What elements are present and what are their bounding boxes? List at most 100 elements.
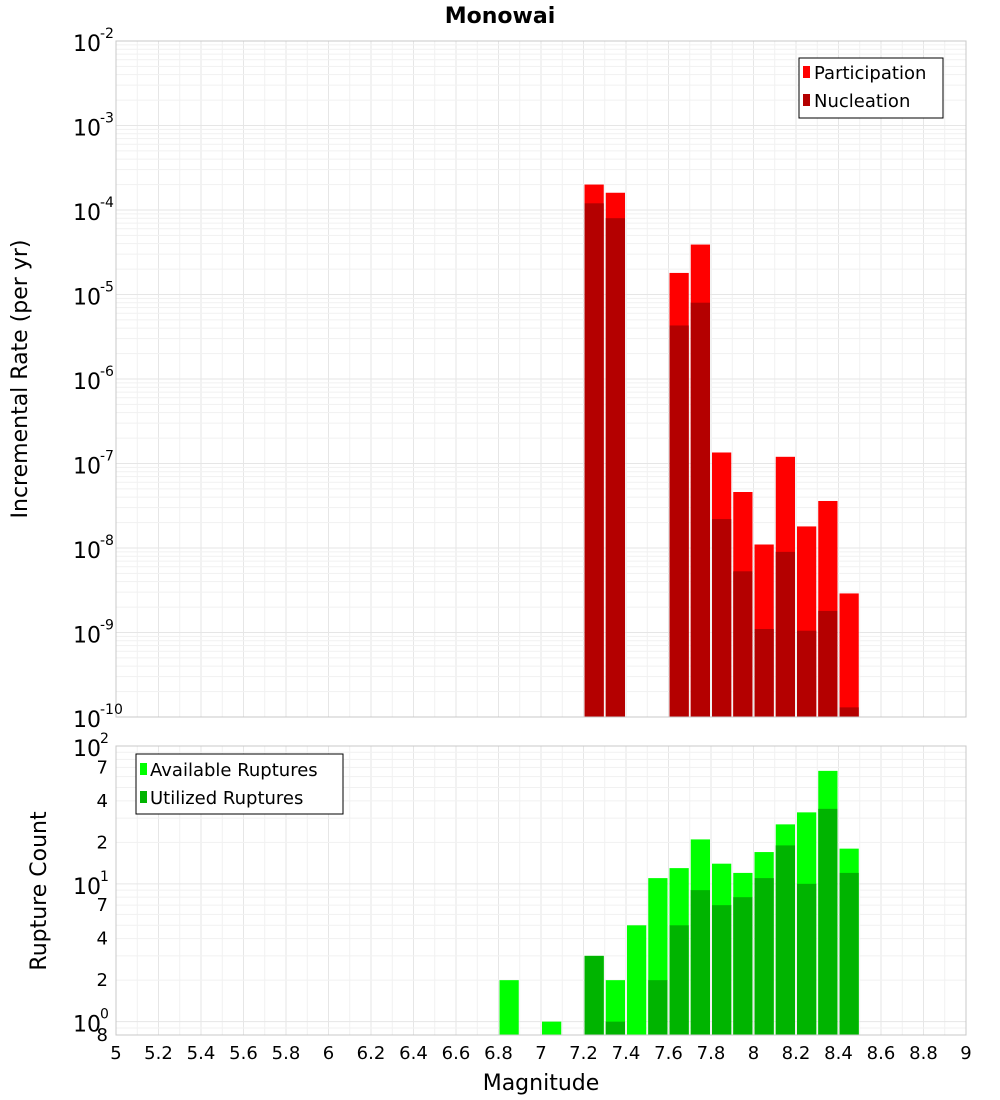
bottom-y-tick-label: 4	[97, 791, 108, 812]
nucleation-legend-swatch	[803, 94, 810, 106]
utilized-legend-swatch	[140, 791, 147, 803]
nucleation-legend-label: Nucleation	[814, 91, 910, 112]
bottom-legend-box	[135, 753, 344, 815]
participation-legend-label: Participation	[814, 63, 926, 84]
available-legend-swatch	[140, 763, 147, 775]
utilized-ruptures-bar	[733, 897, 753, 1035]
top-y-tick-exponent: -6	[100, 364, 114, 380]
top-y-tick-base: 10	[73, 117, 101, 142]
available-ruptures-bar	[499, 980, 519, 1035]
bottom-y-tick-exponent: 0	[100, 1007, 109, 1023]
utilized-ruptures-bar	[775, 845, 795, 1035]
top-y-tick-base: 10	[73, 32, 101, 57]
top-y-tick-exponent: -5	[100, 280, 114, 296]
utilized-ruptures-bar	[648, 980, 668, 1035]
available-ruptures-bar	[627, 925, 647, 1035]
utilized-ruptures-bar	[818, 808, 838, 1035]
top-y-tick-exponent: -9	[100, 618, 114, 634]
utilized-ruptures-bar	[712, 905, 732, 1035]
bottom-legend: Available Ruptures Utilized Ruptures	[135, 753, 344, 815]
utilized-ruptures-bar	[669, 925, 689, 1035]
nucleation-bar	[584, 203, 604, 717]
top-y-tick-exponent: -3	[100, 111, 114, 127]
top-y-tick-base: 10	[73, 370, 101, 395]
nucleation-bar	[690, 302, 710, 717]
nucleation-bar	[839, 707, 859, 717]
top-y-tick-exponent: -8	[100, 533, 114, 549]
nucleation-bar	[818, 610, 838, 717]
nucleation-bar	[733, 571, 753, 717]
utilized-ruptures-bar	[839, 872, 859, 1035]
top-y-tick-exponent: -7	[100, 449, 114, 465]
bottom-y-tick-label: 7	[97, 895, 108, 916]
top-y-tick-exponent: -4	[100, 195, 114, 211]
top-y-tick-exponent: -2	[100, 26, 114, 42]
top-y-tick-base: 10	[73, 455, 101, 480]
x-tick-label: 7.4	[612, 1043, 641, 1064]
utilized-legend-label: Utilized Ruptures	[150, 788, 303, 809]
available-ruptures-bar	[605, 980, 625, 1035]
x-tick-label: 5.6	[229, 1043, 258, 1064]
nucleation-bar	[775, 551, 795, 717]
nucleation-bar	[754, 629, 774, 717]
available-ruptures-bar	[542, 1021, 562, 1035]
nucleation-bar	[605, 218, 625, 717]
nucleation-bar	[669, 325, 689, 717]
x-tick-label: 6.4	[399, 1043, 428, 1064]
bottom-y-tick-label: 2	[97, 970, 108, 991]
available-legend-label: Available Ruptures	[150, 760, 318, 781]
x-tick-label: 7.6	[654, 1043, 683, 1064]
bottom-y-tick-base: 10	[73, 875, 101, 900]
x-tick-label: 6.6	[442, 1043, 471, 1064]
bottom-y-tick-label: 8	[97, 1025, 108, 1046]
x-tick-label: 5.2	[144, 1043, 173, 1064]
top-bars	[584, 184, 859, 717]
top-legend-box	[798, 57, 944, 119]
bottom-y-tick-label: 7	[97, 757, 108, 778]
x-tick-label: 6	[323, 1043, 334, 1064]
x-tick-label: 7	[535, 1043, 546, 1064]
top-y-axis-label: Incremental Rate (per yr)	[8, 240, 33, 519]
bottom-y-axis-label: Rupture Count	[27, 811, 52, 971]
x-tick-label: 5.8	[272, 1043, 301, 1064]
utilized-ruptures-bar	[754, 878, 774, 1035]
top-y-tick-base: 10	[73, 286, 101, 311]
utilized-ruptures-bar	[605, 1021, 625, 1035]
x-tick-label: 9	[960, 1043, 971, 1064]
participation-bar	[839, 593, 859, 717]
bottom-y-tick-label: 4	[97, 929, 108, 950]
x-tick-label: 7.8	[697, 1043, 726, 1064]
x-tick-label: 6.2	[357, 1043, 386, 1064]
top-plot-frame	[115, 40, 967, 718]
top-y-tick-base: 10	[73, 708, 101, 733]
top-grid	[115, 41, 967, 718]
x-tick-label: 6.8	[484, 1043, 513, 1064]
top-y-tick-exponent: -10	[100, 702, 123, 718]
x-tick-label: 8.8	[909, 1043, 938, 1064]
x-tick-label: 8.2	[782, 1043, 811, 1064]
nucleation-bar	[712, 519, 732, 717]
x-tick-label: 8.6	[867, 1043, 896, 1064]
x-tick-label: 5	[110, 1043, 121, 1064]
bottom-y-tick-base: 10	[73, 1013, 101, 1038]
x-tick-label: 8	[748, 1043, 759, 1064]
bottom-y-tick-base: 10	[73, 737, 101, 762]
chart-title: Monowai	[445, 4, 556, 29]
x-tick-label: 8.4	[824, 1043, 853, 1064]
bottom-bars	[499, 770, 859, 1035]
top-y-tick-base: 10	[73, 624, 101, 649]
x-tick-label: 7.2	[569, 1043, 598, 1064]
x-axis-label: Magnitude	[483, 1071, 600, 1096]
utilized-ruptures-bar	[690, 890, 710, 1035]
bottom-y-tick-label: 2	[97, 832, 108, 853]
participation-legend-swatch	[803, 66, 810, 78]
bottom-plot-frame	[115, 745, 967, 1036]
top-y-tick-base: 10	[73, 539, 101, 564]
utilized-ruptures-bar	[584, 955, 604, 1035]
bottom-y-tick-exponent: 1	[100, 869, 109, 885]
utilized-ruptures-bar	[797, 883, 817, 1035]
